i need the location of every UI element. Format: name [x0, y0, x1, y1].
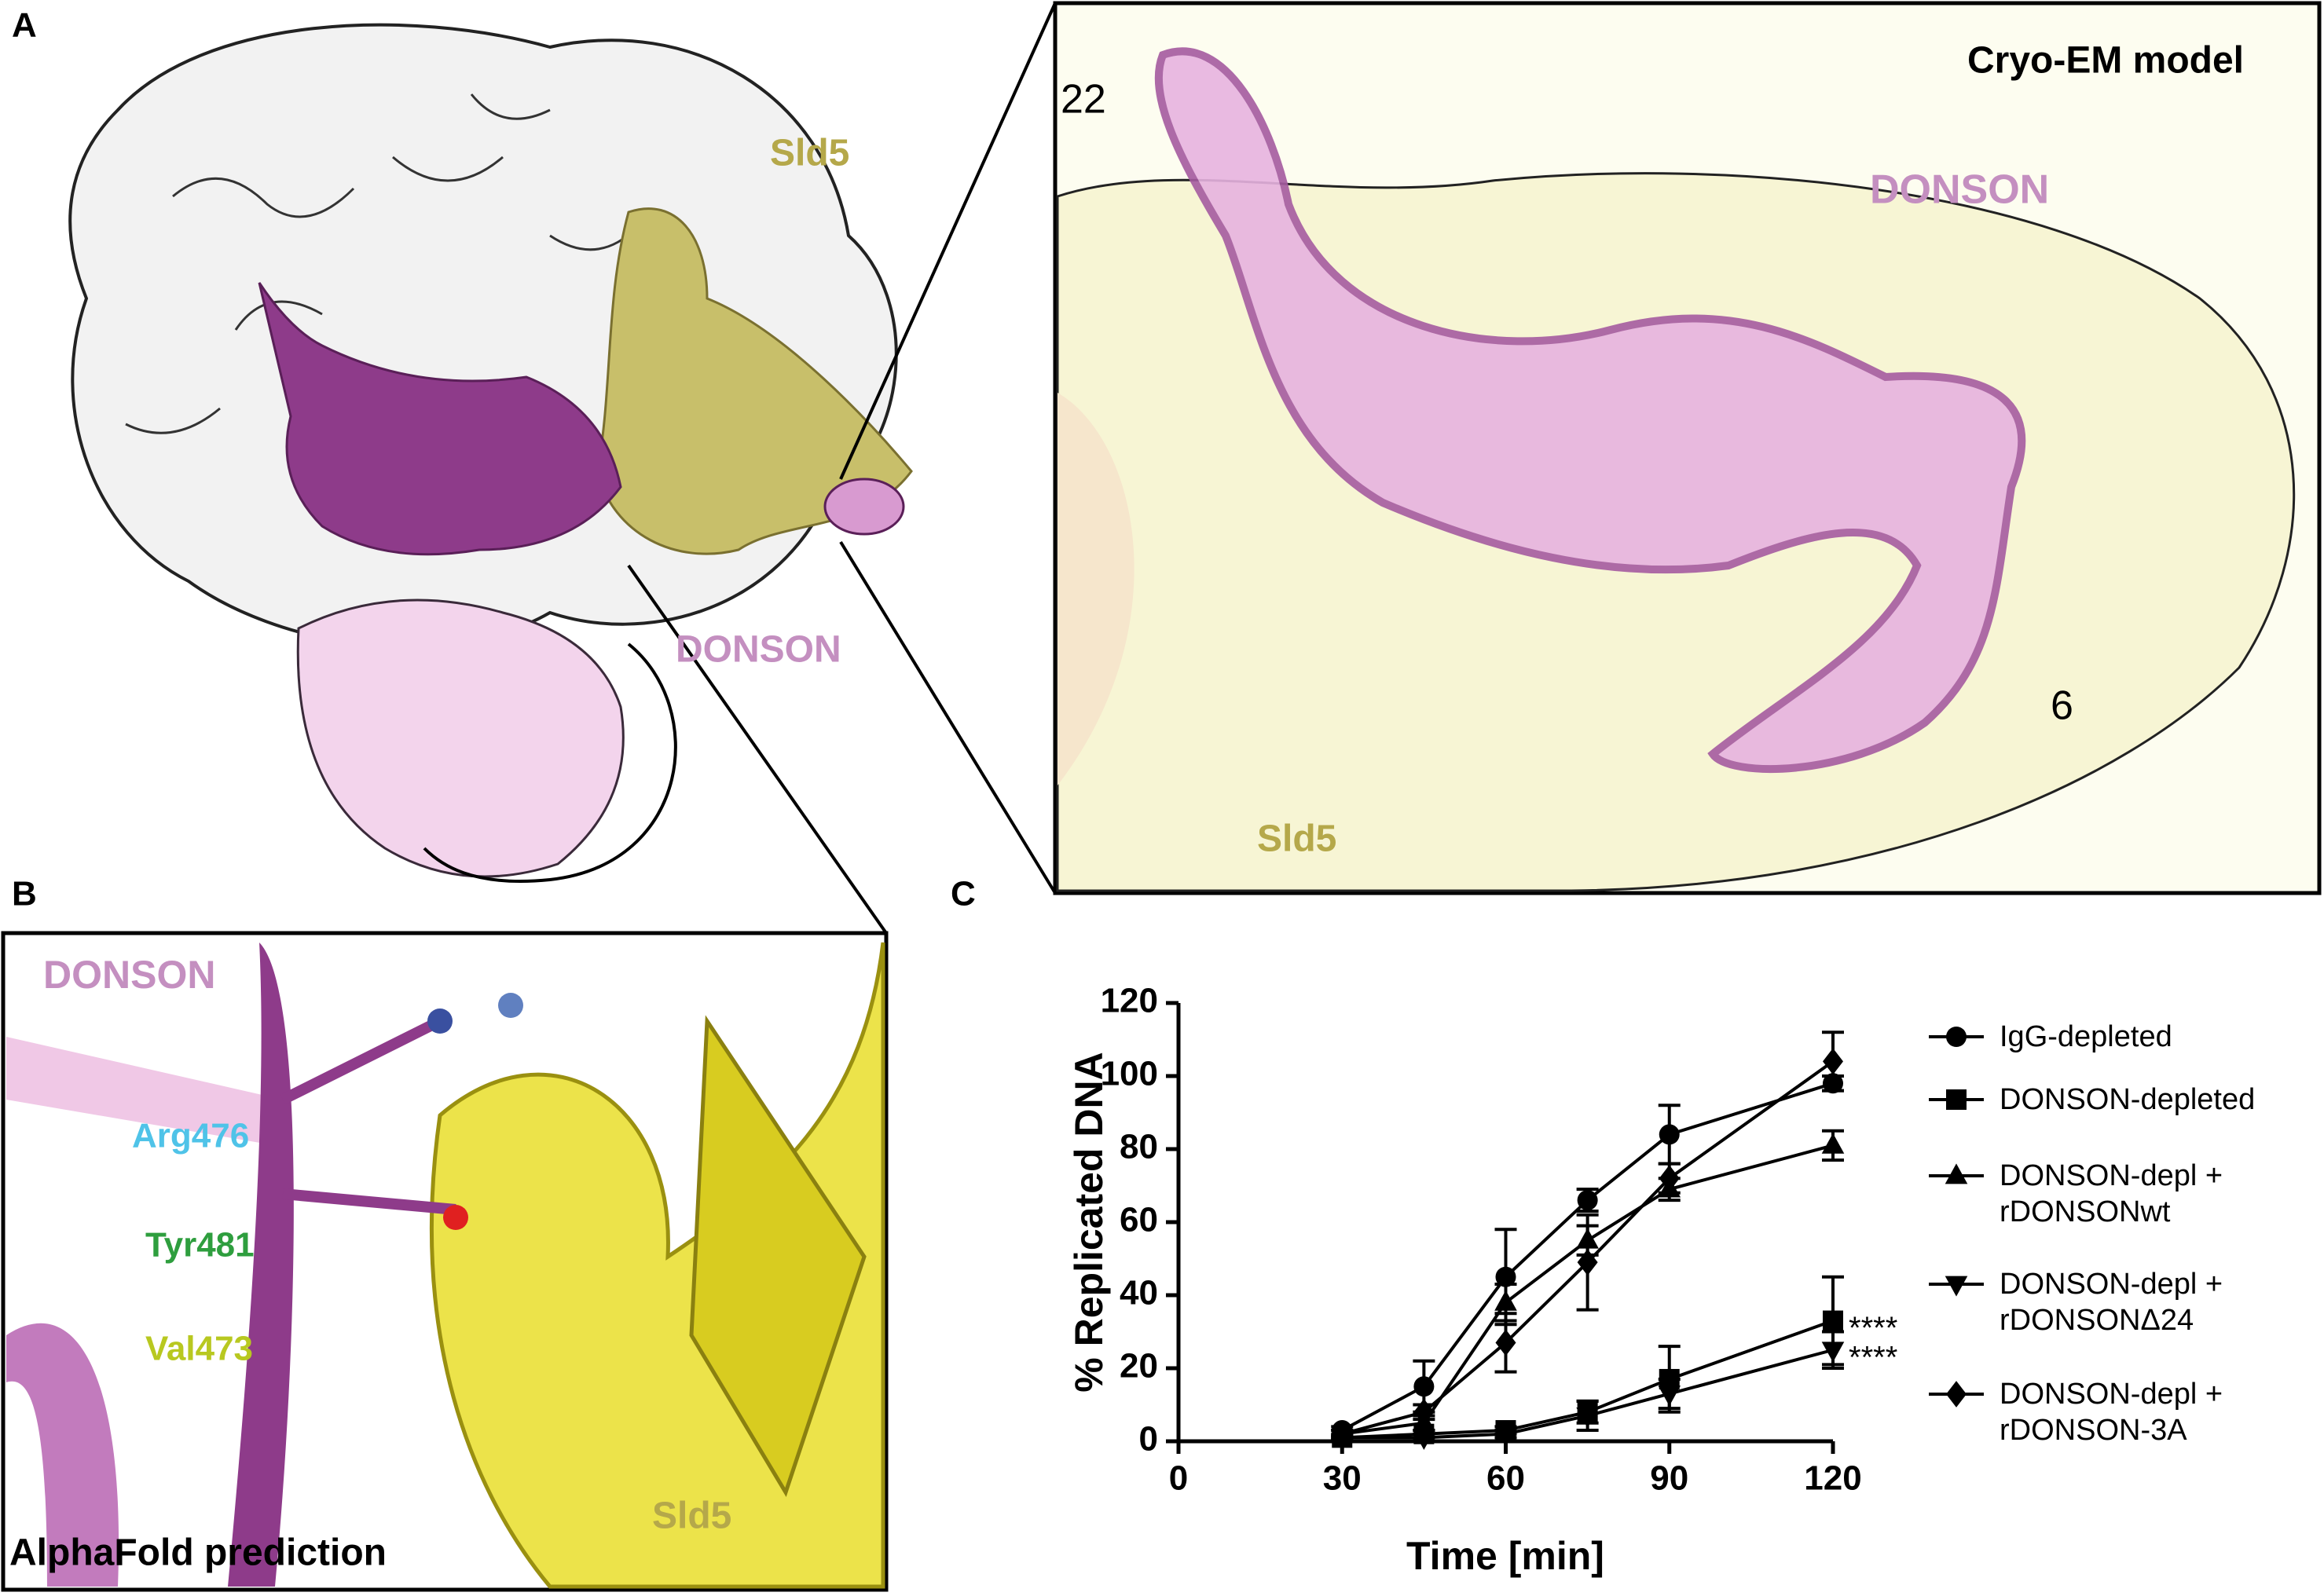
marker [1946, 1027, 1967, 1047]
residue-label: Val473 [145, 1330, 253, 1368]
panel-label: A [12, 6, 37, 45]
marker [1494, 1290, 1517, 1311]
panel-label: B [12, 875, 37, 913]
zoom-panel [1053, 1, 2322, 895]
legend-label: DONSON-depl + rDONSONΔ24 [2000, 1268, 2223, 1337]
annotation: **** [1849, 1311, 1897, 1345]
label-sld5: Sld5 [652, 1495, 731, 1537]
x-axis-title: Time [min] [1406, 1534, 1604, 1578]
y-tick-label: 0 [1139, 1420, 1158, 1459]
label-sld5: Sld5 [770, 133, 849, 174]
legend-label: DONSON-depl + rDONSON-3A [2000, 1378, 2223, 1447]
y-tick-label: 20 [1120, 1347, 1158, 1386]
structure-a [68, 2, 1057, 935]
legend-label: DONSON-depleted [2000, 1083, 2256, 1116]
marker [1821, 1342, 1845, 1363]
marker [1659, 1124, 1680, 1145]
series-line [1341, 1060, 1835, 1436]
label-sld5: Sld5 [1257, 818, 1336, 860]
marker [1945, 1163, 1968, 1184]
series-line [1342, 1348, 1834, 1440]
marker [1946, 1089, 1967, 1110]
marker [1659, 1165, 1680, 1192]
marker [1946, 1381, 1967, 1407]
y-tick-label: 100 [1101, 1055, 1158, 1093]
y-tick-label: 40 [1120, 1274, 1158, 1312]
y-tick-label: 80 [1120, 1128, 1158, 1166]
residue-label: Tyr481 [145, 1226, 255, 1265]
caption: AlphaFold prediction [9, 1532, 387, 1574]
panel-label: C [951, 875, 976, 913]
marker [1577, 1190, 1598, 1211]
label-donson: DONSON [43, 953, 215, 997]
label-donson: DONSON [1870, 167, 2049, 213]
x-tick-label: 60 [1486, 1459, 1525, 1498]
marker [1577, 1249, 1598, 1276]
residue-label: Arg476 [132, 1117, 249, 1155]
x-tick-label: 120 [1804, 1459, 1861, 1498]
marker [1821, 1133, 1845, 1154]
marker [1495, 1266, 1516, 1287]
legend-label: DONSON-depl + rDONSONwt [2000, 1159, 2223, 1228]
residue-end: 6 [2051, 683, 2073, 729]
marker [1494, 1426, 1517, 1447]
marker [1823, 1048, 1843, 1075]
marker [1413, 1398, 1435, 1426]
label-donson: DONSON [676, 629, 841, 671]
panel-b [1, 931, 889, 1592]
marker [1945, 1276, 1968, 1297]
series-line [1341, 1082, 1834, 1432]
marker [1576, 1407, 1599, 1429]
x-tick-label: 90 [1650, 1459, 1688, 1498]
legend-label: IgG-depleted [2000, 1020, 2172, 1053]
marker [1823, 1310, 1843, 1331]
marker [1495, 1329, 1516, 1356]
zoom-title: Cryo-EM model [1967, 40, 2244, 82]
y-tick-label: 60 [1120, 1201, 1158, 1239]
marker [1332, 1420, 1353, 1448]
series-line [1342, 1319, 1834, 1440]
x-tick-label: 0 [1169, 1459, 1188, 1498]
residue-start: 22 [1061, 77, 1106, 123]
marker [1658, 1386, 1681, 1407]
y-tick-label: 120 [1101, 982, 1158, 1020]
series-line [1341, 1144, 1834, 1436]
y-axis-title: % Replicated DNA [1067, 1052, 1111, 1392]
annotation: **** [1849, 1340, 1897, 1375]
marker [1413, 1429, 1435, 1450]
x-tick-label: 30 [1323, 1459, 1362, 1498]
marker [1413, 1376, 1435, 1397]
